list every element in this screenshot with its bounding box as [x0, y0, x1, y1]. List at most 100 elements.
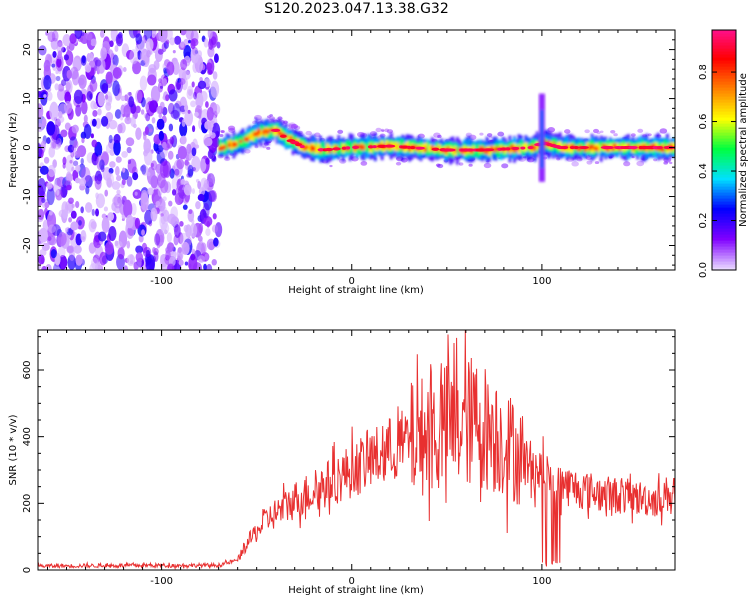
noise-blob	[179, 121, 188, 137]
faint-noise-blob	[564, 129, 571, 134]
noise-blob	[70, 66, 79, 80]
noise-blob	[147, 187, 154, 196]
signal-core-blob	[271, 128, 281, 133]
faint-noise-blob	[610, 129, 616, 134]
faint-noise-blob	[380, 128, 385, 132]
noise-blob	[90, 100, 97, 110]
noise-blob	[143, 138, 152, 154]
noise-blob	[166, 263, 175, 270]
noise-blob	[52, 141, 57, 149]
noise-blob	[56, 42, 64, 54]
signal-cell	[268, 128, 272, 132]
signal-cell	[314, 146, 318, 154]
noise-blob	[108, 119, 118, 130]
noise-blob	[67, 254, 76, 270]
noise-blob	[100, 47, 107, 60]
signal-cell	[223, 144, 227, 150]
heatmap-x-axis-label: Height of straight line (km)	[288, 285, 424, 296]
faint-noise-blob	[599, 130, 604, 134]
noise-blob	[86, 90, 93, 101]
noise-blob	[75, 150, 82, 157]
faint-noise-blob	[630, 133, 636, 137]
signal-core-blob	[445, 148, 456, 152]
noise-blob	[91, 257, 99, 270]
noise-blob	[145, 112, 151, 122]
faint-noise-blob	[305, 130, 312, 136]
snr-y-tick-label: 0	[22, 567, 33, 573]
heatmap-frame	[37, 29, 676, 271]
noise-blob	[181, 241, 190, 255]
noise-blob	[140, 109, 145, 115]
noise-blob	[165, 94, 170, 102]
noise-blob	[95, 192, 99, 199]
snr-x-axis-label: Height of straight line (km)	[288, 585, 424, 596]
colorbar-band	[712, 255, 736, 259]
noise-blob	[151, 117, 156, 124]
noise-blob	[73, 160, 79, 167]
signal-core-blob	[384, 144, 396, 148]
noise-blob	[55, 54, 64, 72]
noise-blob	[187, 109, 191, 114]
noise-blob	[129, 254, 134, 262]
signal-cell	[277, 130, 281, 137]
noise-blob	[191, 248, 196, 254]
noise-blob	[91, 118, 97, 127]
signal-cell	[348, 141, 352, 154]
faint-noise-blob	[613, 133, 618, 137]
noise-blob	[115, 166, 120, 176]
noise-blob	[207, 46, 215, 58]
faint-noise-blob	[437, 163, 444, 169]
noise-blob	[112, 54, 119, 67]
signal-cell	[307, 144, 311, 152]
noise-blob	[200, 242, 207, 255]
colorbar-ticks: 0.0 0.2 0.4 0.6 0.8	[698, 64, 736, 278]
noise-blob	[170, 109, 180, 119]
noise-blob	[135, 44, 141, 52]
noise-blob	[94, 59, 102, 67]
noise-blob	[141, 165, 149, 176]
colorbar-band	[712, 261, 736, 265]
faint-noise-blob	[636, 160, 645, 167]
noise-blob	[190, 39, 196, 50]
noise-blob	[191, 81, 195, 88]
noise-blob	[41, 117, 47, 127]
noise-blob	[84, 175, 93, 189]
signal-cell	[611, 146, 615, 151]
signal-cell	[485, 148, 489, 155]
colorbar-band	[712, 123, 736, 127]
noise-blob	[105, 71, 113, 84]
colorbar-band	[712, 93, 736, 97]
signal-core-blob	[295, 143, 302, 147]
noise-blob	[159, 160, 169, 179]
noise-blob	[66, 184, 72, 191]
noise-blob	[145, 38, 154, 52]
noise-blob	[80, 157, 84, 165]
colorbar-band	[712, 78, 736, 82]
colorbar-band	[712, 249, 736, 253]
noise-blob	[126, 49, 135, 60]
noise-blob	[45, 264, 52, 270]
noise-blob	[180, 41, 185, 48]
noise-blob	[74, 30, 83, 40]
signal-cell	[424, 147, 428, 152]
noise-blob	[64, 91, 72, 104]
heatmap-y-axis-label: Frequency (Hz)	[8, 112, 19, 188]
noise-blob	[63, 54, 70, 61]
signal-core-blob	[406, 145, 411, 149]
signal-cell	[494, 146, 498, 152]
signal-cell	[394, 142, 398, 152]
noise-blob	[210, 36, 217, 46]
noise-blob	[83, 114, 88, 124]
signal-core-blob	[656, 145, 663, 150]
colorbar: 0.0 0.2 0.4 0.6 0.8 Normalized spectral ampl…	[698, 29, 749, 278]
noise-blob	[57, 232, 67, 247]
colorbar-band	[712, 228, 736, 232]
heatmap-x-tick-label: 100	[532, 276, 551, 287]
noise-blob	[84, 64, 92, 73]
colorbar-band	[712, 219, 736, 223]
noise-blob	[91, 208, 95, 216]
noise-blob	[160, 222, 170, 235]
noise-blob	[191, 155, 201, 173]
signal-core-blob	[367, 145, 374, 149]
colorbar-band	[712, 174, 736, 178]
